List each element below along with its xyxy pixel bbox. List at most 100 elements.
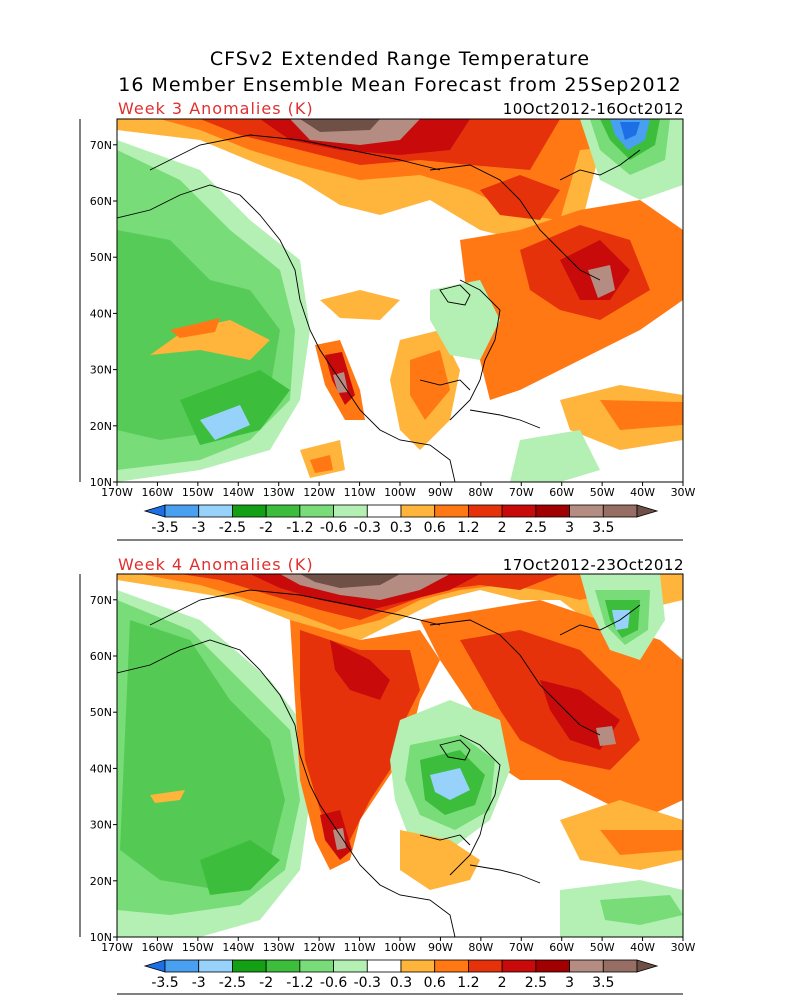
- lat-tick-label: 40N: [90, 762, 112, 775]
- colorbar-label: -0.3: [354, 520, 381, 536]
- lon-tick-label: 110W: [344, 941, 376, 954]
- colorbar-label: -3: [192, 975, 206, 991]
- lon-tick-label: 150W: [182, 941, 214, 954]
- colorbar-cell: [569, 959, 604, 973]
- lon-tick-label: 120W: [303, 941, 335, 954]
- colorbar-cell: [143, 959, 166, 973]
- lat-tick-label: 40N: [90, 307, 112, 320]
- lon-tick-label: 80W: [468, 941, 493, 954]
- lat-tick-label: 20N: [90, 420, 112, 433]
- lon-tick-label: 60W: [549, 941, 574, 954]
- colorbar-label: 2: [498, 520, 507, 536]
- lat-tick-label: 50N: [90, 706, 112, 719]
- lat-tick-label: 10N: [90, 476, 112, 489]
- lat-tick-label: 70N: [90, 594, 112, 607]
- lon-tick-label: 150W: [182, 486, 214, 499]
- colorbar-label: -2.5: [219, 520, 246, 536]
- lon-tick-label: 40W: [630, 486, 655, 499]
- colorbar-cell: [299, 504, 334, 518]
- lon-tick-label: 170W: [101, 941, 133, 954]
- colorbar-cell: [333, 504, 368, 518]
- colorbar-cell: [602, 959, 638, 973]
- lat-tick-label: 60N: [90, 650, 112, 663]
- lon-tick-label: 160W: [141, 486, 173, 499]
- colorbar-label: -1.2: [286, 975, 313, 991]
- lon-tick-label: 140W: [222, 486, 254, 499]
- lat-tick-label: 20N: [90, 875, 112, 888]
- week3-map: [117, 119, 683, 482]
- lon-tick-label: 50W: [590, 486, 615, 499]
- colorbar-label: 1.2: [457, 975, 479, 991]
- colorbar-label: 0.3: [390, 520, 412, 536]
- lon-tick-label: 50W: [590, 941, 615, 954]
- week4-map: [117, 574, 683, 937]
- colorbar-label: 2: [498, 975, 507, 991]
- colorbar-label: 0.6: [424, 520, 446, 536]
- colorbar-label: 2.5: [525, 975, 547, 991]
- colorbar-cell: [232, 959, 267, 973]
- colorbar-cell: [501, 504, 537, 518]
- lat-tick-label: 30N: [90, 819, 112, 832]
- lon-tick-label: 100W: [384, 941, 416, 954]
- colorbar-cell: [265, 504, 301, 518]
- lon-tick-label: 120W: [303, 486, 335, 499]
- colorbar-cell: [366, 959, 402, 973]
- colorbar-label: 0.6: [424, 975, 446, 991]
- colorbar-label: -2.5: [219, 975, 246, 991]
- colorbar-cell: [535, 959, 570, 973]
- colorbar-label: -1.2: [286, 520, 313, 536]
- week4-label: Week 4 Anomalies (K): [118, 555, 314, 574]
- lon-tick-label: 90W: [428, 941, 453, 954]
- colorbar-cell: [164, 959, 200, 973]
- lat-tick-label: 50N: [90, 251, 112, 264]
- colorbar-cell: [602, 504, 638, 518]
- lat-tick-label: 30N: [90, 364, 112, 377]
- colorbar-label: -0.3: [354, 975, 381, 991]
- colorbar-label: -3.5: [151, 520, 178, 536]
- colorbar-cell: [636, 959, 659, 973]
- colorbar-cell: [434, 959, 469, 973]
- lon-tick-label: 80W: [468, 486, 493, 499]
- lon-tick-label: 160W: [141, 941, 173, 954]
- colorbar-label: 2.5: [525, 520, 547, 536]
- colorbar-cell: [468, 504, 503, 518]
- lat-tick-label: 60N: [90, 195, 112, 208]
- colorbar-cell: [569, 504, 604, 518]
- colorbar-label: -3: [192, 520, 206, 536]
- colorbar-cell: [198, 504, 233, 518]
- week3-dates: 10Oct2012-16Oct2012: [502, 100, 684, 118]
- colorbar-label: 3: [565, 975, 574, 991]
- lon-tick-label: 100W: [384, 486, 416, 499]
- lon-tick-label: 40W: [630, 941, 655, 954]
- week4-dates: 17Oct2012-23Oct2012: [502, 556, 684, 574]
- lon-tick-label: 30W: [671, 941, 696, 954]
- colorbar-cell: [501, 959, 537, 973]
- colorbar-cell: [468, 959, 503, 973]
- colorbar-cell: [333, 959, 368, 973]
- colorbar-cell: [265, 959, 301, 973]
- coastlines: [117, 134, 641, 482]
- colorbar-label: 3.5: [592, 520, 614, 536]
- lon-tick-label: 130W: [263, 486, 295, 499]
- colorbar-label: -0.6: [320, 975, 347, 991]
- title-line-1: CFSv2 Extended Range Temperature: [209, 48, 591, 70]
- colorbar-label: 3.5: [592, 975, 614, 991]
- week3-label: Week 3 Anomalies (K): [118, 99, 314, 118]
- colorbar-cell: [400, 504, 436, 518]
- lon-tick-label: 30W: [671, 486, 696, 499]
- lon-tick-label: 110W: [344, 486, 376, 499]
- week4-colorbar: -3.5 -3 -2.5 -2 -1.2 -0.6 -0.3 0.3 0.6 1.2 2 2.5 3 3.…: [143, 959, 659, 991]
- lon-tick-label: 130W: [263, 941, 295, 954]
- lon-tick-label: 70W: [509, 486, 534, 499]
- colorbar-cell: [198, 959, 233, 973]
- colorbar-cell: [636, 504, 659, 518]
- colorbar-cell: [535, 504, 570, 518]
- colorbar-cell: [164, 504, 200, 518]
- lon-tick-label: 70W: [509, 941, 534, 954]
- colorbar-cell: [366, 504, 402, 518]
- week3-colorbar: -3.5 -3 -2.5 -2 -1.2 -0.6 -0.3 0.3 0.6 1.2 2 2.5 3 3.…: [143, 504, 659, 536]
- colorbar-cell: [400, 959, 436, 973]
